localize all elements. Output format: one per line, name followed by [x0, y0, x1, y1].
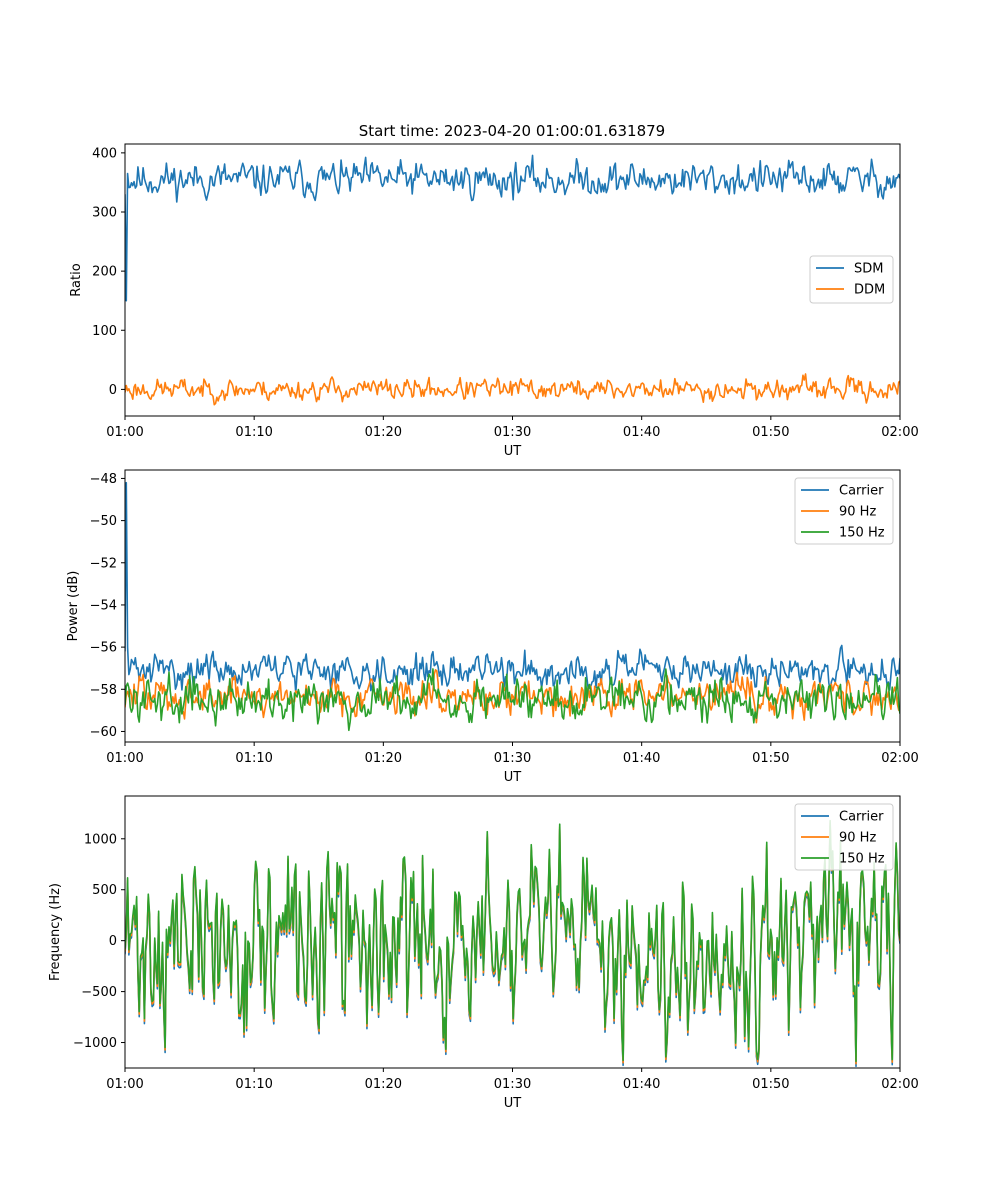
y-tick-label: 200	[92, 265, 117, 280]
subplot-2: 01:00 01:10 01:20 01:30 01:40 01:50 02:00 −60 −5…	[66, 469, 919, 785]
x-tick-label: 01:00	[106, 425, 143, 440]
legend: Carrier 90 Hz 150 Hz	[794, 803, 894, 871]
x-tick-label: 01:40	[623, 1077, 660, 1092]
series-line-90-hz	[125, 669, 900, 724]
y-tick-label: −48	[90, 472, 117, 487]
x-axis-label: UT	[504, 1096, 522, 1111]
y-tick-label: 0	[109, 383, 117, 398]
x-tick-label: 01:10	[235, 425, 272, 440]
legend-box	[794, 803, 894, 871]
legend: Carrier 90 Hz 150 Hz	[794, 477, 894, 545]
x-tick-label: 01:20	[365, 425, 402, 440]
series-line-ddm	[125, 373, 900, 406]
x-axis-label: UT	[504, 444, 522, 459]
x-tick-label: 01:50	[752, 1077, 789, 1092]
x-tick-label: 01:30	[494, 1077, 531, 1092]
y-axis-label: Frequency (Hz)	[48, 883, 63, 981]
x-tick-label: 02:00	[881, 425, 918, 440]
y-tick-label: −60	[90, 725, 117, 740]
legend-entry: SDM	[854, 262, 883, 277]
series-line-sdm	[125, 154, 900, 302]
legend-box	[794, 477, 894, 545]
y-tick-label: 100	[92, 324, 117, 339]
y-tick-label: 1000	[84, 832, 117, 847]
y-tick-label: −54	[90, 598, 117, 613]
y-tick-label: −500	[81, 985, 117, 1000]
subplot-3: 01:00 01:10 01:20 01:30 01:40 01:50 02:00 −1000…	[48, 795, 919, 1111]
legend-entry: DDM	[854, 283, 885, 298]
y-tick-label: −52	[90, 556, 117, 571]
x-tick-label: 01:40	[623, 425, 660, 440]
series-line-150-hz	[125, 819, 900, 1062]
y-axis-label: Ratio	[69, 263, 84, 296]
y-tick-label: 0	[109, 934, 117, 949]
y-tick-label: 400	[92, 146, 117, 161]
series-line-150-hz	[125, 668, 900, 732]
subplot-1: 01:00 01:10 01:20 01:30 01:40 01:50 02:00 0 100 2…	[69, 143, 919, 459]
legend-entry: Carrier	[839, 810, 884, 825]
y-tick-label: −1000	[73, 1036, 117, 1051]
legend-entry: 90 Hz	[839, 831, 876, 846]
x-tick-label: 01:00	[106, 1077, 143, 1092]
legend-entry: 150 Hz	[839, 852, 885, 867]
x-tick-label: 01:40	[623, 751, 660, 766]
x-tick-label: 01:10	[235, 1077, 272, 1092]
x-tick-label: 01:10	[235, 751, 272, 766]
x-tick-label: 01:30	[494, 425, 531, 440]
y-axis-label: Power (dB)	[66, 571, 81, 642]
legend-entry: Carrier	[839, 484, 884, 499]
legend-entry: 90 Hz	[839, 505, 876, 520]
x-axis-label: UT	[504, 770, 522, 785]
x-tick-label: 01:30	[494, 751, 531, 766]
series-line-carrier	[125, 481, 900, 694]
x-tick-label: 01:50	[752, 425, 789, 440]
x-tick-label: 02:00	[881, 1077, 918, 1092]
x-tick-label: 01:20	[365, 1077, 402, 1092]
x-tick-label: 01:00	[106, 751, 143, 766]
x-tick-label: 01:20	[365, 751, 402, 766]
y-tick-label: −56	[90, 641, 117, 656]
figure-title: Start time: 2023-04-20 01:00:01.631879	[359, 122, 665, 140]
y-tick-label: 300	[92, 206, 117, 221]
legend-entry: 150 Hz	[839, 526, 885, 541]
legend: SDM DDM	[809, 255, 894, 304]
y-tick-label: −58	[90, 683, 117, 698]
y-tick-label: 500	[92, 883, 117, 898]
x-tick-label: 01:50	[752, 751, 789, 766]
x-tick-label: 02:00	[881, 751, 918, 766]
y-tick-label: −50	[90, 514, 117, 529]
